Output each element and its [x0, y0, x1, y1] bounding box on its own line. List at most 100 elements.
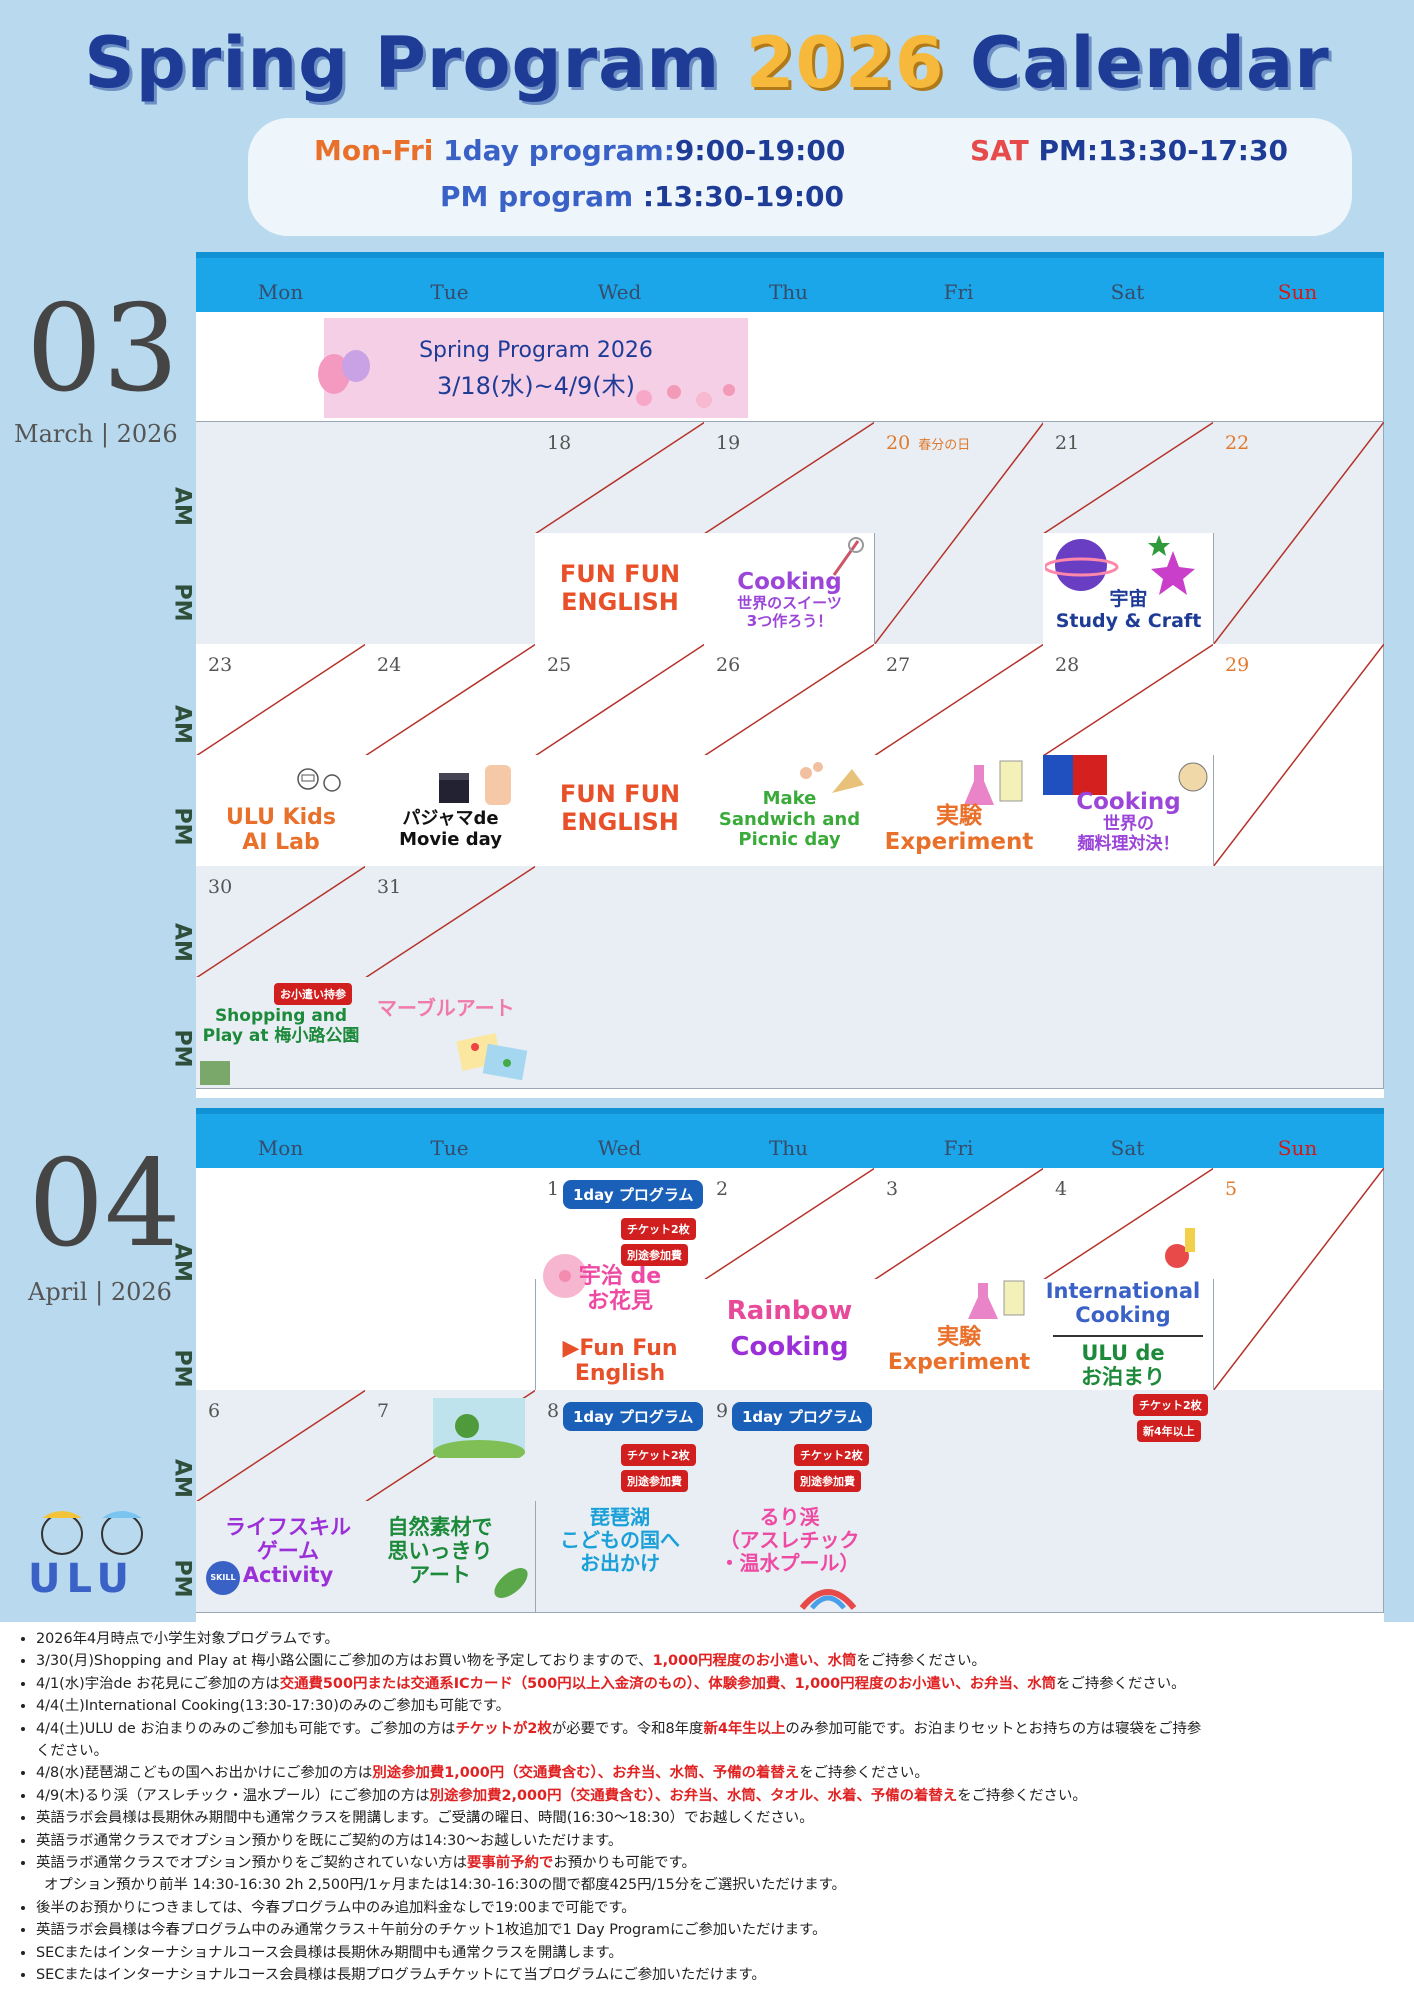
note-item: オプション預かり前半 14:30-16:30 2h 2,500円/1ヶ月または1…: [44, 1877, 846, 1894]
kung-fu-icon: [1043, 755, 1208, 795]
day-cell: [196, 1279, 366, 1391]
day-cell: 19: [704, 422, 875, 534]
activity-cell: ライフスキル ゲーム Activity SKILL: [196, 1501, 366, 1613]
activity-title: ULU Kids AI Lab: [225, 805, 337, 856]
activity-title: Make Sandwich and Picnic day: [718, 788, 861, 851]
ticket-badge: チケット2枚: [794, 1444, 869, 1466]
day-cell: [874, 1501, 1044, 1613]
activity-title: Shopping and Play at 梅小路公園: [202, 1006, 360, 1046]
day-cell: [365, 533, 536, 645]
activity-title: FUN FUN ENGLISH: [559, 780, 681, 836]
day-cell: [535, 866, 705, 978]
weekday-thu: Thu: [768, 1136, 809, 1160]
note-item: 4/1(水)宇治de お花見にご参加の方は交通費500円または交通系ICカード（…: [36, 1673, 1400, 1695]
activity-title: 実験 Experiment: [884, 803, 1034, 856]
mascot-faces-icon: [41, 1511, 143, 1555]
butterfly-icon: [318, 350, 370, 394]
activity-title: 実験 Experiment: [887, 1325, 1031, 1376]
note-item: SECまたはインターナショナルコース会員様は長期プログラムチケットにて当プログラ…: [36, 1964, 1400, 1986]
day-cell: 21: [1043, 422, 1214, 534]
day-cell: [874, 1390, 1044, 1502]
activity-title: 宇治 de お花見: [578, 1264, 662, 1315]
ticket-badge: チケット2枚: [621, 1444, 696, 1466]
day-cell: [1213, 977, 1384, 1089]
day-cell: [1043, 977, 1214, 1089]
day-cell: 6: [196, 1390, 366, 1502]
notes-list: 2026年4月時点で小学生対象プログラムです。 3/30(月)Shopping …: [0, 1622, 1414, 2000]
activity-title: るり渓 （アスレチック ・温水プール）: [719, 1505, 860, 1575]
month-name-april: April | 2026: [28, 1278, 172, 1306]
day-cell: [1213, 1390, 1384, 1502]
weekday-thu: Thu: [768, 280, 809, 304]
cherry-blossom-icon: [543, 1254, 587, 1298]
weekday-mon: Mon: [257, 280, 304, 304]
note-item: 4/9(木)るり渓（アスレチック・温水プール）にご参加の方は別途参加費2,000…: [36, 1785, 1400, 1807]
activity-title: FUN FUN ENGLISH: [559, 560, 681, 616]
pm-label: PM: [169, 1559, 195, 1598]
am-label: AM: [169, 1243, 195, 1282]
weekday-fri: Fri: [943, 1136, 974, 1160]
page-title: Spring Program 2026 Calendar: [84, 22, 1330, 104]
weekday-header: Mon Tue Wed Thu Fri Sat Sun: [196, 1108, 1384, 1168]
activity-title: 自然素材で 思いっきり アート: [387, 1515, 493, 1588]
day-cell: [196, 422, 366, 534]
activity-cell: International Cooking ULU de お泊まり: [1043, 1279, 1214, 1391]
marble-art-icon: [456, 1033, 528, 1081]
note-item: 後半のお預かりにつきましては、今春プログラム中のみ追加料金なしで19:00まで可…: [36, 1897, 1400, 1919]
note-item: 英語ラボ通常クラスでオプション預かりを既にご契約の方は14:30〜お越しいただけ…: [36, 1830, 1400, 1852]
day-cell: [1213, 1501, 1384, 1613]
day-cell: 30: [196, 866, 366, 978]
day-cell: 7: [365, 1390, 536, 1502]
pm-label: PM: [169, 583, 195, 622]
day-cell: [196, 1168, 366, 1280]
note-item: ください。: [36, 1743, 108, 1760]
leaf-icon: [494, 1568, 528, 1598]
activity-cell: パジャマde Movie day: [365, 755, 536, 867]
activity-cell: 1 1day プログラム チケット2枚 別途参加費 宇治 de お花見 ▶Fun …: [535, 1168, 705, 1391]
cherry-blossom-icon: [636, 384, 735, 408]
activity-title: Cooking 世界のスイーツ 3つ作ろう！: [737, 569, 842, 630]
park-icon: [200, 1061, 230, 1085]
activity-title: Rainbow Cooking: [726, 1296, 853, 1362]
day-cell: [1043, 1501, 1214, 1613]
weekday-tue: Tue: [430, 1136, 469, 1160]
day-cell: [365, 1279, 536, 1391]
flask-icon: [964, 760, 1023, 805]
pm-label: PM: [169, 1349, 195, 1388]
activity-title: マーブルアート: [377, 996, 515, 1020]
day-cell: 23: [196, 644, 366, 756]
activity-cell: 実験 Experiment: [874, 1279, 1044, 1391]
activity-cell: Make Sandwich and Picnic day: [704, 755, 875, 867]
activity-cell: ULU Kids AI Lab: [196, 755, 366, 867]
weekday-header: Mon Tue Wed Thu Fri Sat Sun: [196, 252, 1384, 312]
note-item: 4/4(土)ULU de お泊まりのみのご参加も可能です。ご参加の方はチケットが…: [36, 1718, 1400, 1740]
pm-label: PM: [169, 807, 195, 846]
activity-cell: Rainbow Cooking: [704, 1279, 875, 1391]
playground-icon: [799, 1589, 857, 1610]
day-cell: [365, 422, 536, 534]
program-period-banner: Spring Program 2026 3/18(水)~4/9(木): [318, 318, 748, 418]
activity-cell: 9 1day プログラム チケット2枚 別途参加費 るり渓 （アスレチック ・温水プ…: [704, 1390, 875, 1613]
day-cell: 27: [874, 644, 1044, 756]
activity-title: International Cooking: [1045, 1279, 1201, 1328]
day-cell: 26: [704, 644, 875, 756]
extra-fee-badge: 別途参加費: [621, 1470, 688, 1492]
day-cell: [704, 977, 875, 1089]
day-cell: チケット2枚 新4年以上: [1043, 1390, 1214, 1502]
day-cell-sunday: 29: [1213, 644, 1384, 867]
activity-cell: 自然素材で 思いっきり アート: [365, 1501, 536, 1613]
activity-title: パジャマde Movie day: [399, 808, 502, 850]
weekday-wed: Wed: [597, 1136, 642, 1160]
oneday-program-pill: 1day プログラム: [563, 1402, 704, 1431]
day-cell: [704, 866, 875, 978]
weekday-tue: Tue: [430, 280, 469, 304]
allowance-badge: お小遣い持参: [274, 983, 352, 1005]
activity-cell: 宇宙 Study & Craft: [1043, 533, 1214, 645]
ticket-badge: チケット2枚: [621, 1218, 696, 1240]
note-item: 2026年4月時点で小学生対象プログラムです。: [36, 1628, 1400, 1650]
activity-title: 宇宙 Study & Craft: [1055, 588, 1202, 632]
activity-title: ライフスキル ゲーム Activity: [225, 1515, 351, 1588]
nature-landscape-icon: [433, 1398, 525, 1458]
weekday-sat: Sat: [1110, 280, 1145, 304]
activity-cell: Cooking 世界のスイーツ 3つ作ろう！: [704, 533, 875, 645]
